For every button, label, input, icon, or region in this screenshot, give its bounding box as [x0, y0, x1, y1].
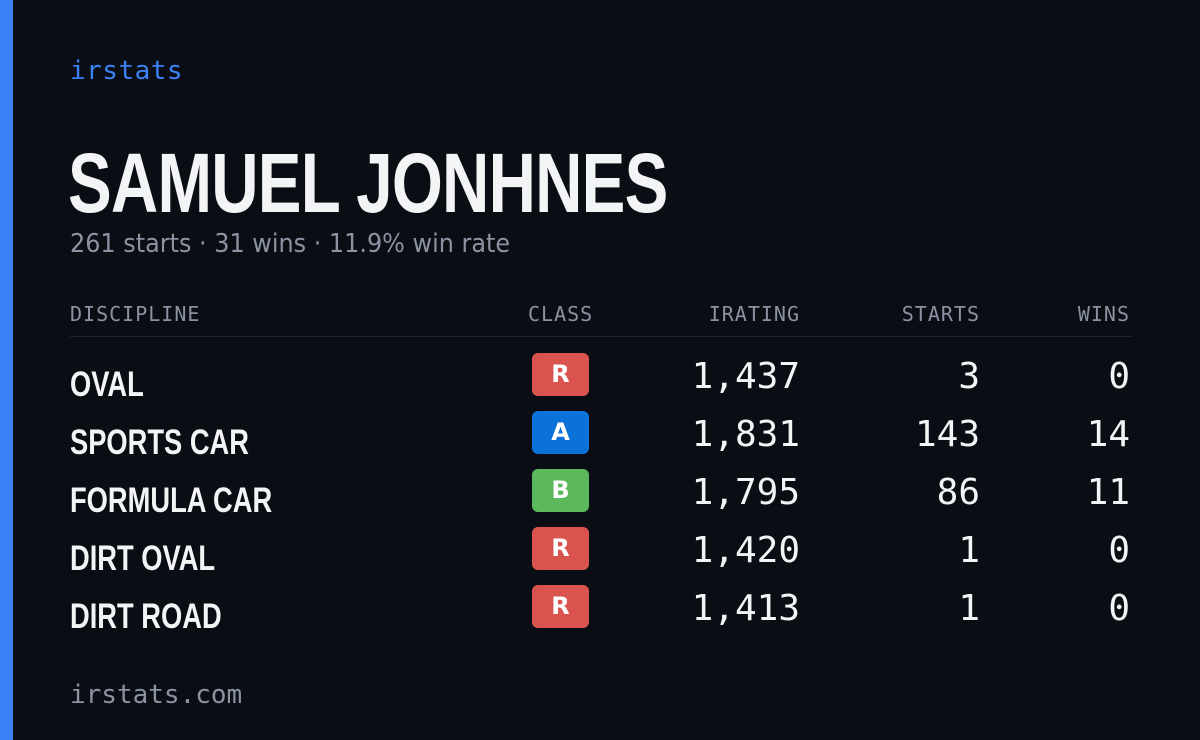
wins-value: 0	[1108, 588, 1130, 629]
table-row: OVAL R 1,437 3 0	[70, 353, 1132, 411]
starts-value: 143	[914, 414, 980, 455]
wins-value: 0	[1108, 530, 1130, 571]
class-badge: B	[532, 469, 589, 512]
discipline-name: OVAL	[70, 365, 144, 404]
table-row: SPORTS CAR A 1,831 143 14	[70, 411, 1132, 469]
table-row: DIRT OVAL R 1,420 1 0	[70, 527, 1132, 585]
wins-value: 0	[1108, 356, 1130, 397]
header-starts: STARTS	[901, 302, 980, 326]
driver-name: SAMUEL JONHNES	[68, 136, 668, 230]
driver-summary: 261 starts · 31 wins · 11.9% win rate	[70, 229, 511, 259]
discipline-name: DIRT ROAD	[70, 597, 222, 636]
discipline-name: SPORTS CAR	[70, 423, 249, 462]
footer-url: irstats.com	[70, 680, 243, 710]
starts-value: 86	[936, 472, 980, 513]
irating-value: 1,831	[691, 414, 800, 455]
class-badge: R	[532, 353, 589, 396]
header-irating: IRATING	[708, 302, 800, 326]
table-row: DIRT ROAD R 1,413 1 0	[70, 585, 1132, 643]
class-badge: A	[532, 411, 589, 454]
brand-logo: irstats	[70, 56, 184, 86]
stats-table: DISCIPLINE CLASS IRATING STARTS WINS OVA…	[70, 298, 1132, 643]
table-header: DISCIPLINE CLASS IRATING STARTS WINS	[70, 298, 1132, 337]
irating-value: 1,420	[691, 530, 800, 571]
header-wins: WINS	[1077, 302, 1130, 326]
starts-value: 3	[958, 356, 980, 397]
class-badge: R	[532, 527, 589, 570]
starts-value: 1	[958, 588, 980, 629]
table-row: FORMULA CAR B 1,795 86 11	[70, 469, 1132, 527]
wins-value: 14	[1086, 414, 1130, 455]
header-discipline: DISCIPLINE	[70, 302, 201, 326]
table-body: OVAL R 1,437 3 0 SPORTS CAR A 1,831 143 …	[70, 337, 1132, 643]
discipline-name: FORMULA CAR	[70, 481, 273, 520]
irating-value: 1,795	[691, 472, 800, 513]
header-class: CLASS	[528, 302, 594, 326]
irating-value: 1,413	[691, 588, 800, 629]
wins-value: 11	[1086, 472, 1130, 513]
accent-bar	[0, 0, 13, 740]
discipline-name: DIRT OVAL	[70, 539, 216, 578]
class-badge: R	[532, 585, 589, 628]
irating-value: 1,437	[691, 356, 800, 397]
starts-value: 1	[958, 530, 980, 571]
